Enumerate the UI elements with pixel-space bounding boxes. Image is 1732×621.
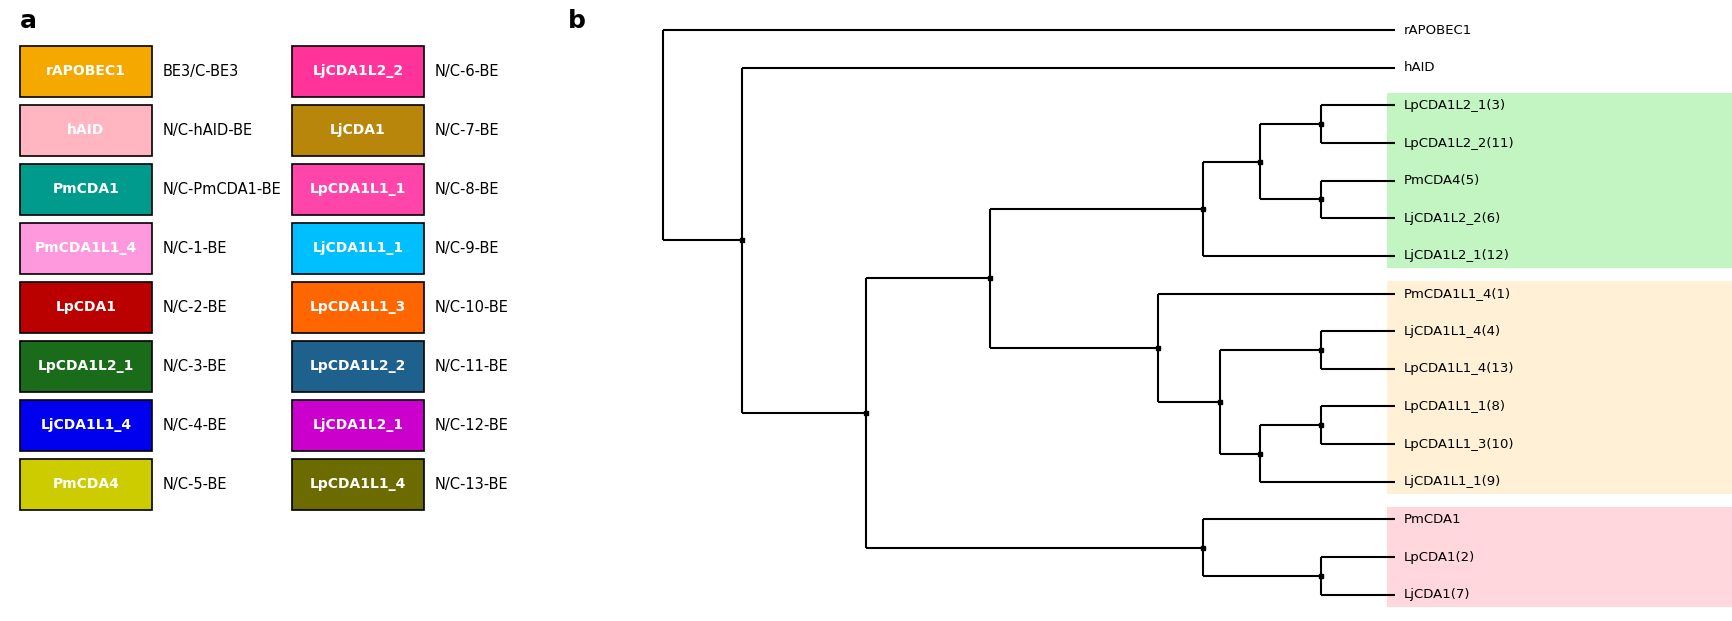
Text: LpCDA1L2_2: LpCDA1L2_2 <box>310 360 407 373</box>
Text: N/C-12-BE: N/C-12-BE <box>435 418 509 433</box>
FancyBboxPatch shape <box>21 223 152 274</box>
Text: LjCDA1L2_1(12): LjCDA1L2_1(12) <box>1403 250 1509 263</box>
Text: LpCDA1: LpCDA1 <box>55 301 116 314</box>
FancyBboxPatch shape <box>21 459 152 510</box>
FancyBboxPatch shape <box>1387 281 1732 494</box>
Text: LjCDA1L1_4(4): LjCDA1L1_4(4) <box>1403 325 1500 338</box>
Text: LpCDA1(2): LpCDA1(2) <box>1403 551 1474 563</box>
Text: LjCDA1L1_1(9): LjCDA1L1_1(9) <box>1403 475 1500 488</box>
FancyBboxPatch shape <box>293 46 424 97</box>
FancyBboxPatch shape <box>21 282 152 333</box>
Text: LjCDA1L2_2(6): LjCDA1L2_2(6) <box>1403 212 1500 225</box>
Text: N/C-5-BE: N/C-5-BE <box>163 477 227 492</box>
Text: LjCDA1L1_4: LjCDA1L1_4 <box>40 419 132 432</box>
Text: N/C-10-BE: N/C-10-BE <box>435 300 509 315</box>
FancyBboxPatch shape <box>21 105 152 156</box>
FancyBboxPatch shape <box>21 46 152 97</box>
Text: hAID: hAID <box>1403 61 1436 75</box>
Text: N/C-11-BE: N/C-11-BE <box>435 359 509 374</box>
Text: N/C-2-BE: N/C-2-BE <box>163 300 227 315</box>
Text: LpCDA1L1_3(10): LpCDA1L1_3(10) <box>1403 438 1514 451</box>
Text: LjCDA1L1_1: LjCDA1L1_1 <box>312 242 404 255</box>
FancyBboxPatch shape <box>293 282 424 333</box>
FancyBboxPatch shape <box>293 164 424 215</box>
Text: PmCDA1: PmCDA1 <box>52 183 120 196</box>
Text: b: b <box>568 9 585 34</box>
Text: LjCDA1(7): LjCDA1(7) <box>1403 588 1470 601</box>
FancyBboxPatch shape <box>1387 93 1732 268</box>
Text: LpCDA1L1_4: LpCDA1L1_4 <box>310 478 407 491</box>
Text: LpCDA1L1_4(13): LpCDA1L1_4(13) <box>1403 362 1514 375</box>
Text: PmCDA1: PmCDA1 <box>1403 513 1462 526</box>
Text: N/C-6-BE: N/C-6-BE <box>435 64 499 79</box>
Text: a: a <box>21 9 36 34</box>
Text: LpCDA1L2_2(11): LpCDA1L2_2(11) <box>1403 137 1514 150</box>
Text: LjCDA1L2_2: LjCDA1L2_2 <box>312 65 404 78</box>
Text: rAPOBEC1: rAPOBEC1 <box>47 65 126 78</box>
FancyBboxPatch shape <box>1387 507 1732 607</box>
FancyBboxPatch shape <box>293 223 424 274</box>
Text: N/C-9-BE: N/C-9-BE <box>435 241 499 256</box>
Text: LpCDA1L1_1(8): LpCDA1L1_1(8) <box>1403 400 1505 413</box>
FancyBboxPatch shape <box>293 459 424 510</box>
Text: PmCDA1L1_4(1): PmCDA1L1_4(1) <box>1403 287 1510 300</box>
Text: LjCDA1L2_1: LjCDA1L2_1 <box>312 419 404 432</box>
Text: rAPOBEC1: rAPOBEC1 <box>1403 24 1472 37</box>
Text: LpCDA1L2_1(3): LpCDA1L2_1(3) <box>1403 99 1505 112</box>
Text: LjCDA1: LjCDA1 <box>331 124 386 137</box>
Text: N/C-8-BE: N/C-8-BE <box>435 182 499 197</box>
FancyBboxPatch shape <box>293 400 424 451</box>
FancyBboxPatch shape <box>21 341 152 392</box>
FancyBboxPatch shape <box>293 105 424 156</box>
Text: BE3/C-BE3: BE3/C-BE3 <box>163 64 239 79</box>
Text: N/C-7-BE: N/C-7-BE <box>435 123 499 138</box>
Text: PmCDA4(5): PmCDA4(5) <box>1403 174 1479 187</box>
Text: N/C-13-BE: N/C-13-BE <box>435 477 507 492</box>
Text: LpCDA1L1_3: LpCDA1L1_3 <box>310 301 407 314</box>
Text: N/C-hAID-BE: N/C-hAID-BE <box>163 123 253 138</box>
FancyBboxPatch shape <box>21 164 152 215</box>
Text: N/C-3-BE: N/C-3-BE <box>163 359 227 374</box>
Text: LpCDA1L1_1: LpCDA1L1_1 <box>310 183 407 196</box>
Text: LpCDA1L2_1: LpCDA1L2_1 <box>38 360 133 373</box>
Text: PmCDA4: PmCDA4 <box>52 478 120 491</box>
FancyBboxPatch shape <box>21 400 152 451</box>
FancyBboxPatch shape <box>293 341 424 392</box>
Text: N/C-4-BE: N/C-4-BE <box>163 418 227 433</box>
Text: PmCDA1L1_4: PmCDA1L1_4 <box>35 242 137 255</box>
Text: hAID: hAID <box>68 124 104 137</box>
Text: N/C-PmCDA1-BE: N/C-PmCDA1-BE <box>163 182 281 197</box>
Text: N/C-1-BE: N/C-1-BE <box>163 241 227 256</box>
